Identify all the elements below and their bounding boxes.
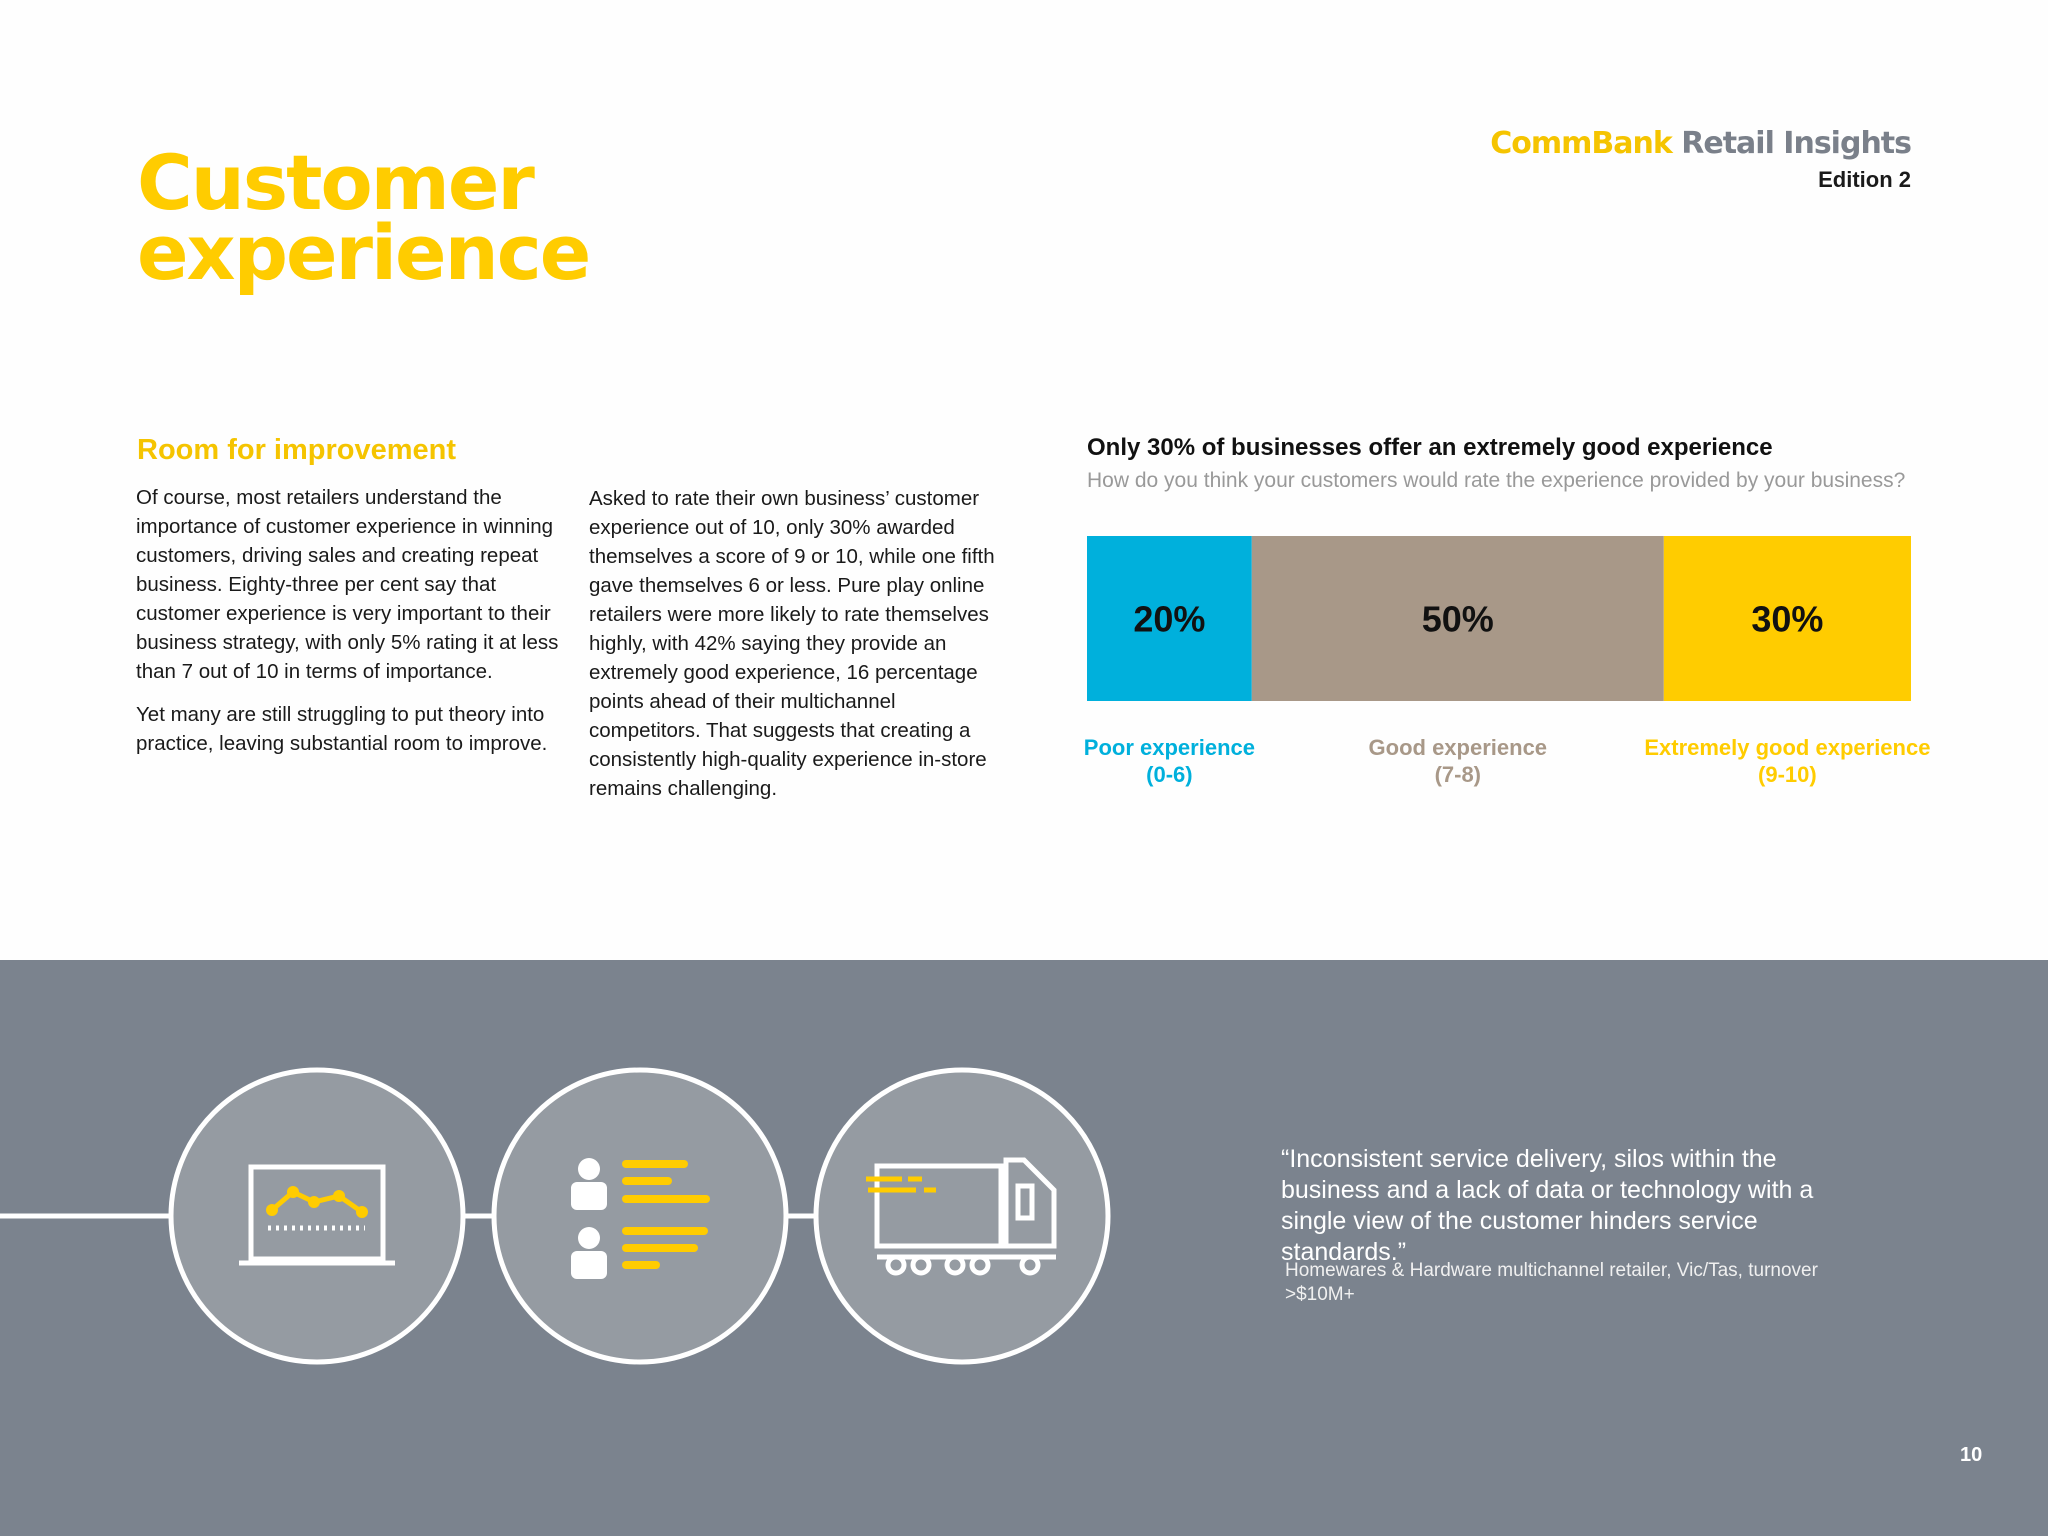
quote-attribution: Homewares & Hardware multichannel retail… — [1285, 1260, 1818, 1305]
chart: 20% Poor experience(0-6) 50% Good experienc… — [1084, 536, 1930, 787]
section-heading: Room for improvement — [137, 434, 457, 466]
brand: CommBank Retail Insights — [1490, 126, 1912, 161]
legend-label: Extremely good experience — [1644, 735, 1930, 760]
legend-range: (0-6) — [1146, 762, 1192, 787]
chart-title: Only 30% of businesses offer an extremel… — [1087, 434, 1773, 461]
page-title: Customer experience — [137, 138, 591, 297]
paragraph: Asked to rate their own business’ custom… — [589, 487, 995, 800]
legend-range: (7-8) — [1435, 762, 1481, 787]
title-line: Customer — [137, 138, 535, 227]
page-number: 10 — [1960, 1444, 1983, 1466]
icons — [0, 1067, 1111, 1365]
data-label: 50% — [1422, 599, 1494, 640]
text-column: Of course, most retailers understand the… — [136, 483, 566, 772]
data-label: 30% — [1751, 599, 1823, 640]
bar-segment — [1251, 536, 1664, 701]
bar-segment — [1663, 536, 1911, 701]
text-column: Asked to rate their own business’ custom… — [589, 484, 999, 817]
chart-subtitle: How do you think your customers would ra… — [1087, 469, 1906, 492]
legend-range: (9-10) — [1758, 762, 1817, 787]
edition: Edition 2 — [1818, 167, 1911, 192]
legend-label: Good experience — [1369, 735, 1548, 760]
paragraph: Of course, most retailers understand the… — [136, 486, 559, 683]
paragraph: Yet many are still struggling to put the… — [136, 703, 548, 755]
legend-label: Poor experience — [1084, 735, 1255, 760]
quote: “Inconsistent service delivery, silos wi… — [1281, 1145, 1814, 1266]
brand-name: CommBank — [1490, 126, 1673, 161]
bar-segment — [1087, 536, 1252, 701]
product-name: Retail Insights — [1681, 126, 1912, 161]
title-line: experience — [137, 208, 591, 297]
data-label: 20% — [1133, 599, 1205, 640]
